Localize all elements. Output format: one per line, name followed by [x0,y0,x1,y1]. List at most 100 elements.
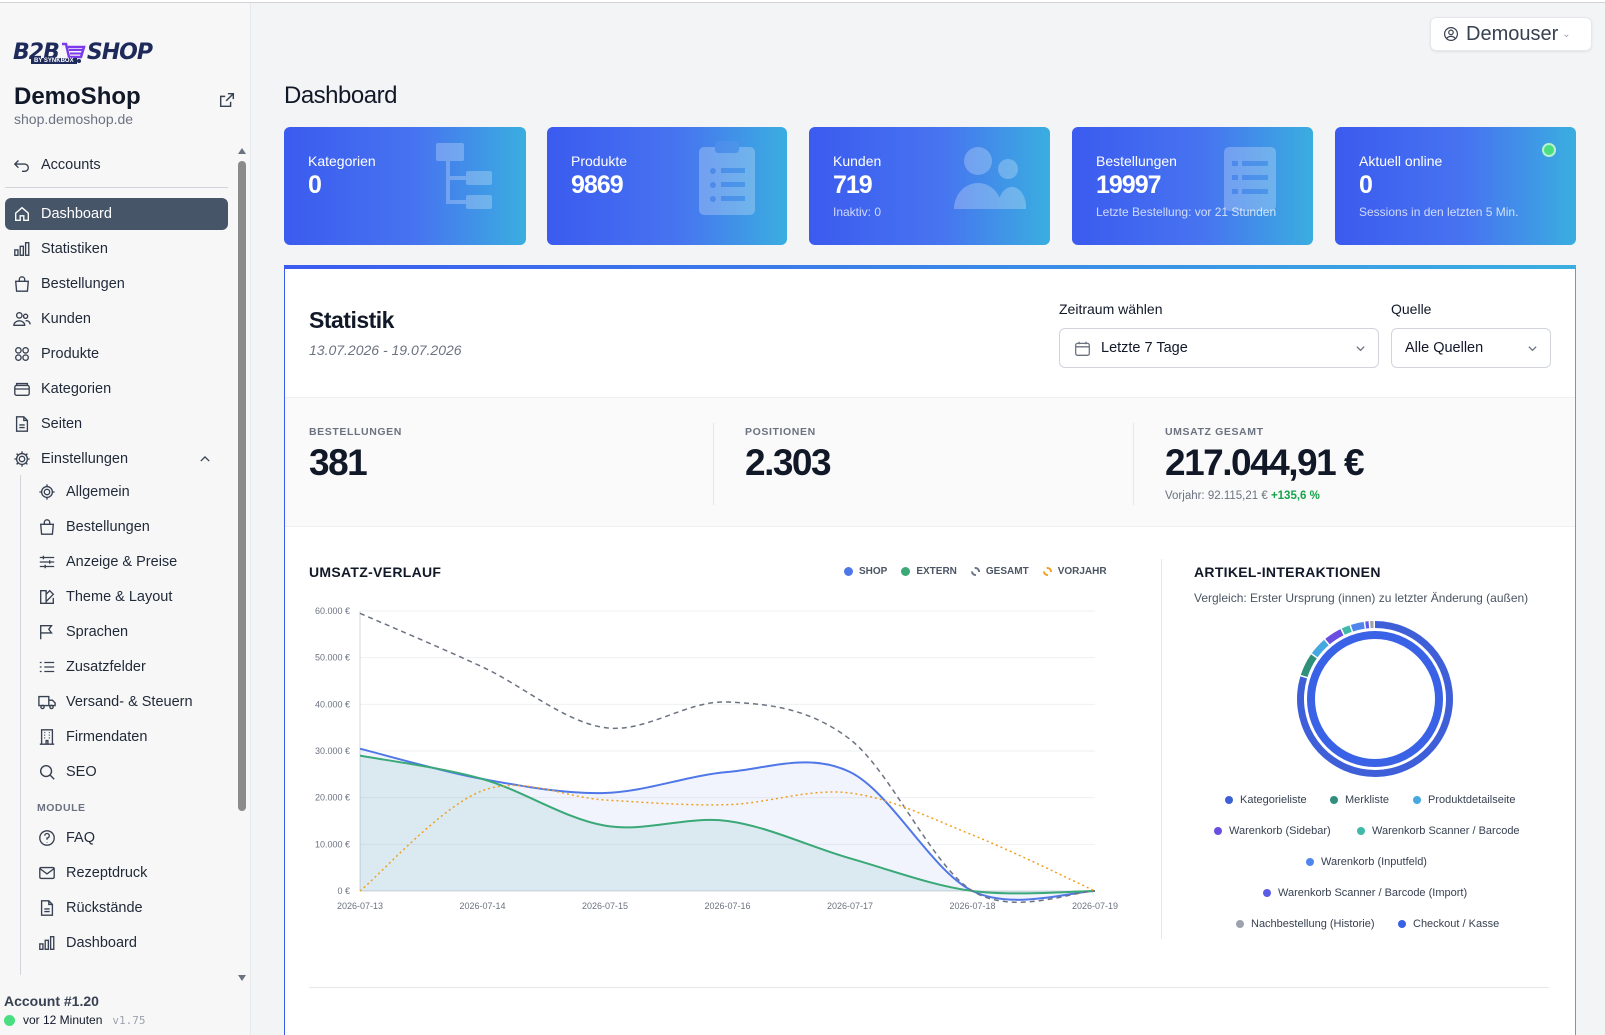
legend-label: Warenkorb Scanner / Barcode [1372,825,1520,837]
zeitraum-select[interactable]: Letzte 7 Tage [1059,328,1379,368]
x-tick-label: 2026-07-17 [827,901,873,911]
scroll-up-arrow-icon[interactable] [238,148,246,154]
donut-legend-warenkorb-sidebar[interactable]: Warenkorb (Sidebar) [1214,825,1331,837]
legend-label: Checkout / Kasse [1413,918,1500,930]
donut-legend-produktdetailseite[interactable]: Produktdetailseite [1413,794,1515,806]
donut-legend-warenkorb-inputfeld[interactable]: Warenkorb (Inputfeld) [1306,856,1427,868]
sidebar-item-kategorien[interactable]: Kategorien [5,373,228,405]
sidebar-item-dashboard[interactable]: Dashboard [5,198,228,230]
logo-subtitle: BY SYNKBOX [31,58,77,64]
scroll-down-arrow-icon[interactable] [238,975,246,981]
question-icon [39,830,55,846]
account-last-seen: vor 12 Minuten [23,1013,103,1027]
kpi-card-aktuell-online[interactable]: Aktuell online 0 Sessions in den letzten… [1335,127,1576,245]
donut-slice[interactable] [1341,625,1352,635]
sidebar-scrollbar[interactable] [237,148,247,983]
sidebar-item-label: Rezeptdruck [66,865,148,881]
sidebar-item-bestellungen[interactable]: Bestellungen [5,268,228,300]
sidebar-item-label: Allgemein [66,484,130,500]
donut-legend-scanner-import[interactable]: Warenkorb Scanner / Barcode (Import) [1263,887,1467,899]
sidebar-item-kunden[interactable]: Kunden [5,303,228,335]
palette-icon [40,589,55,604]
donut-legend-kategorieliste[interactable]: Kategorieliste [1225,794,1307,806]
donut-slice[interactable] [1311,639,1329,658]
donut-slice[interactable] [1300,654,1317,678]
donut-legend-merkliste[interactable]: Merkliste [1330,794,1389,806]
donut-slice[interactable] [1307,631,1443,767]
sidebar-subitem-versand-steuern[interactable]: Versand- & Steuern [30,686,228,718]
sidebar-subitem-rueckstaende[interactable]: Rückstände [30,892,228,924]
sidebar-item-label: Kategorien [41,381,112,397]
donut-legend-nachbestellung[interactable]: Nachbestellung (Historie) [1236,918,1375,930]
sidebar-subitem-firmendaten[interactable]: Firmendaten [30,721,228,753]
sidebar-item-label: Produkte [41,346,100,362]
kpi-card-produkte[interactable]: Produkte 9869 [547,127,787,245]
legend-label: Warenkorb (Sidebar) [1229,825,1331,837]
series-line-vorjahr[interactable] [359,784,1096,892]
series-area-extern [360,755,1095,894]
users-icon [954,147,1026,209]
statistik-title: Statistik [309,307,394,333]
sidebar-subitem-zusatzfelder[interactable]: Zusatzfelder [30,651,228,683]
x-tick-label: 2026-07-14 [459,901,505,911]
donut-legend-checkout[interactable]: Checkout / Kasse [1398,918,1499,930]
mail-icon [39,866,55,880]
sidebar-item-label: Versand- & Steuern [66,694,193,710]
shop-name: DemoShop [14,83,141,110]
donut-slice[interactable] [1325,629,1344,645]
kpi-label: Produkte [571,153,628,169]
scroll-thumb[interactable] [238,161,246,811]
sidebar-subitem-theme-layout[interactable]: Theme & Layout [30,581,228,613]
quelle-select[interactable]: Alle Quellen [1391,328,1551,368]
metric-value-positionen: 2.303 [745,442,832,483]
series-line-gesamt[interactable] [359,612,1096,903]
kpi-value: 719 [833,171,873,199]
user-menu-button[interactable]: Demouser ⌄ [1430,17,1592,51]
sidebar-item-label: Kunden [41,311,91,327]
sidebar-item-label: Dashboard [66,935,137,951]
kpi-card-bestellungen[interactable]: Bestellungen 19997 Letzte Bestellung: vo… [1072,127,1313,245]
sidebar-item-seiten[interactable]: Seiten [5,408,228,440]
sidebar-subitem-seo[interactable]: SEO [30,756,228,788]
sidebar-item-einstellungen[interactable]: Einstellungen [5,443,228,475]
quelle-label: Quelle [1391,301,1432,317]
external-link-icon[interactable] [218,91,236,109]
sidebar-item-produkte[interactable]: Produkte [5,338,228,370]
shopping-bag-icon [39,519,55,535]
kpi-label: Kategorien [308,153,376,169]
folder-icon [14,382,30,396]
sidebar-item-statistiken[interactable]: Statistiken [5,233,228,265]
sidebar-subitem-sprachen[interactable]: Sprachen [30,616,228,648]
sidebar-subitem-bestellungen[interactable]: Bestellungen [30,511,228,543]
legend-item-extern[interactable]: EXTERN [901,566,957,577]
x-tick-label: 2026-07-19 [1072,901,1118,911]
sidebar-subitem-anzeige-preise[interactable]: Anzeige & Preise [30,546,228,578]
metric-umsatz-vorjahr: Vorjahr: 92.115,21 € +135,6 % [1165,490,1320,502]
donut-slice[interactable] [1350,621,1365,632]
legend-item-shop[interactable]: SHOP [844,566,887,577]
zeitraum-select-value: Letzte 7 Tage [1101,340,1188,356]
donut-slice[interactable] [1370,621,1374,629]
sidebar-subitem-allgemein[interactable]: Allgemein [30,476,228,508]
kpi-subtext: Letzte Bestellung: vor 21 Stunden [1096,205,1277,219]
chart-divider [1161,559,1162,939]
flag-icon [40,625,53,640]
legend-item-vorjahr[interactable]: VORJAHR [1042,566,1107,577]
sidebar-item-label: Bestellungen [66,519,150,535]
home-icon [15,206,29,221]
sidebar-subitem-rezeptdruck[interactable]: Rezeptdruck [30,857,228,889]
legend-dot [1306,858,1314,866]
sidebar-subitem-dashboard[interactable]: Dashboard [30,927,228,959]
document-icon [15,416,29,432]
module-section-label: MODULE [37,802,86,814]
sidebar-item-accounts[interactable]: Accounts [5,149,228,181]
legend-item-gesamt[interactable]: GESAMT [970,566,1029,577]
kpi-label: Aktuell online [1359,153,1443,169]
donut-legend-warenkorb-scanner[interactable]: Warenkorb Scanner / Barcode [1357,825,1520,837]
kpi-card-kunden[interactable]: Kunden 719 Inaktiv: 0 [809,127,1050,245]
brand-logo[interactable]: B2B SHOP BY SYNKBOX [13,34,153,70]
donut-slice[interactable] [1365,621,1370,629]
kpi-card-kategorien[interactable]: Kategorien 0 [284,127,526,245]
sidebar-subitem-faq[interactable]: FAQ [30,822,228,854]
legend-dot [901,567,911,576]
